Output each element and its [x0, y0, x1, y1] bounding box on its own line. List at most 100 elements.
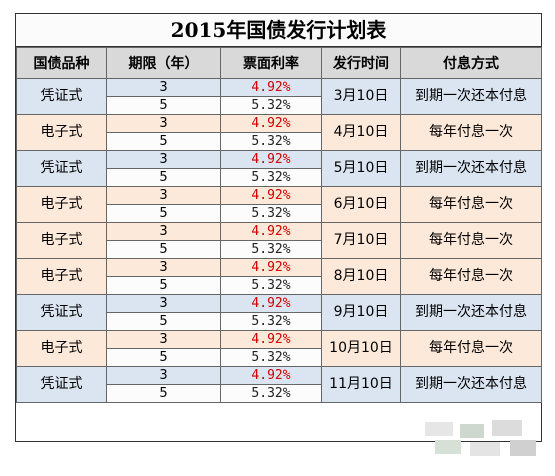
table-row: 5 5.32%: [17, 348, 542, 367]
coupon-rate-value: 4.92%: [251, 188, 291, 203]
table-row: 5 5.32%: [17, 204, 542, 223]
term-cell: 3: [106, 150, 221, 169]
issue-date-cell: 11月10日: [321, 366, 401, 403]
table-row: 5 5.32%: [17, 240, 542, 259]
header-issue-date: 发行时间: [321, 47, 401, 79]
coupon-rate-value: 4.92%: [251, 152, 291, 167]
bond-type-cell: 凭证式: [16, 366, 107, 403]
header-coupon-rate: 票面利率: [220, 47, 322, 79]
coupon-rate-value: 4.92%: [251, 296, 291, 311]
coupon-rate-cell: 4.92%: [220, 222, 322, 241]
coupon-rate-value: 4.92%: [251, 260, 291, 275]
table-row: 凭证式 3 4.92% 11月10日 到期一次还本付息: [16, 366, 542, 403]
table-row: 电子式 3 4.92% 6月10日 每年付息一次: [16, 186, 542, 223]
term-cell: 3: [106, 294, 221, 313]
interest-method-cell: 到期一次还本付息: [400, 150, 542, 187]
table-row: 凭证式 3 4.92% 5月10日 到期一次还本付息: [16, 150, 542, 187]
bond-type-cell: 凭证式: [16, 78, 107, 115]
coupon-rate-value: 5.32%: [251, 170, 291, 185]
coupon-rate-cell: 5.32%: [220, 132, 322, 151]
bond-schedule-table-frame: 2015年国债发行计划表 国债品种 期限（年） 票面利率 发行时间 付息方式 凭…: [15, 13, 542, 442]
issue-date-cell: 6月10日: [321, 186, 401, 223]
coupon-rate-value: 5.32%: [251, 242, 291, 257]
interest-method-cell: 每年付息一次: [400, 186, 542, 223]
table-row: 5 5.32%: [17, 96, 542, 115]
issue-date-cell: 8月10日: [321, 258, 401, 295]
table-row: 凭证式 3 4.92% 3月10日 到期一次还本付息: [16, 78, 542, 115]
coupon-rate-cell: 5.32%: [220, 240, 322, 259]
term-cell: 5: [106, 240, 221, 259]
term-cell: 5: [106, 312, 221, 331]
coupon-rate-value: 4.92%: [251, 332, 291, 347]
coupon-rate-cell: 4.92%: [220, 258, 322, 277]
term-cell: 5: [106, 168, 221, 187]
header-bond-type: 国债品种: [16, 47, 107, 79]
header-interest-method: 付息方式: [400, 47, 542, 79]
term-cell: 3: [106, 222, 221, 241]
table-row: 电子式 3 4.92% 10月10日 每年付息一次: [16, 330, 542, 367]
term-cell: 3: [106, 366, 221, 385]
issue-date-cell: 7月10日: [321, 222, 401, 259]
table-body: 凭证式 3 4.92% 3月10日 到期一次还本付息 5 5.32% 电子式 3 4.92% 4月1…: [16, 78, 542, 403]
term-cell: 3: [106, 186, 221, 205]
table-title: 2015年国债发行计划表: [16, 14, 541, 47]
header-row: 国债品种 期限（年） 票面利率 发行时间 付息方式: [16, 47, 542, 79]
term-cell: 3: [106, 114, 221, 133]
table-row: 电子式 3 4.92% 7月10日 每年付息一次: [16, 222, 542, 259]
coupon-rate-value: 4.92%: [251, 224, 291, 239]
coupon-rate-value: 4.92%: [251, 80, 291, 95]
term-cell: 5: [106, 384, 221, 403]
watermark-blur: [420, 420, 550, 470]
coupon-rate-value: 5.32%: [251, 278, 291, 293]
coupon-rate-value: 4.92%: [251, 116, 291, 131]
bond-type-cell: 凭证式: [16, 150, 107, 187]
bond-type-cell: 电子式: [16, 186, 107, 223]
coupon-rate-value: 5.32%: [251, 314, 291, 329]
coupon-rate-value: 4.92%: [251, 368, 291, 383]
bond-schedule-table: 国债品种 期限（年） 票面利率 发行时间 付息方式 凭证式 3 4.92% 3月10日…: [16, 47, 542, 403]
interest-method-cell: 每年付息一次: [400, 222, 542, 259]
term-cell: 5: [106, 348, 221, 367]
issue-date-cell: 10月10日: [321, 330, 401, 367]
table-row: 电子式 3 4.92% 8月10日 每年付息一次: [16, 258, 542, 295]
term-cell: 3: [106, 330, 221, 349]
interest-method-cell: 到期一次还本付息: [400, 78, 542, 115]
table-row: 5 5.32%: [17, 384, 542, 403]
coupon-rate-cell: 5.32%: [220, 96, 322, 115]
coupon-rate-cell: 4.92%: [220, 330, 322, 349]
interest-method-cell: 每年付息一次: [400, 330, 542, 367]
bond-type-cell: 电子式: [16, 114, 107, 151]
coupon-rate-cell: 4.92%: [220, 150, 322, 169]
coupon-rate-cell: 4.92%: [220, 114, 322, 133]
coupon-rate-value: 5.32%: [251, 134, 291, 149]
bond-type-cell: 电子式: [16, 222, 107, 259]
interest-method-cell: 每年付息一次: [400, 114, 542, 151]
table-row: 5 5.32%: [17, 276, 542, 295]
issue-date-cell: 3月10日: [321, 78, 401, 115]
coupon-rate-cell: 5.32%: [220, 276, 322, 295]
coupon-rate-cell: 5.32%: [220, 168, 322, 187]
coupon-rate-cell: 5.32%: [220, 348, 322, 367]
term-cell: 5: [106, 132, 221, 151]
coupon-rate-value: 5.32%: [251, 350, 291, 365]
interest-method-cell: 到期一次还本付息: [400, 366, 542, 403]
bond-type-cell: 凭证式: [16, 294, 107, 331]
interest-method-cell: 到期一次还本付息: [400, 294, 542, 331]
term-cell: 3: [106, 78, 221, 97]
table-row: 5 5.32%: [17, 312, 542, 331]
table-row: 凭证式 3 4.92% 9月10日 到期一次还本付息: [16, 294, 542, 331]
coupon-rate-cell: 4.92%: [220, 294, 322, 313]
issue-date-cell: 4月10日: [321, 114, 401, 151]
coupon-rate-value: 5.32%: [251, 206, 291, 221]
header-term: 期限（年）: [106, 47, 221, 79]
coupon-rate-cell: 4.92%: [220, 186, 322, 205]
coupon-rate-cell: 5.32%: [220, 204, 322, 223]
bond-type-cell: 电子式: [16, 330, 107, 367]
coupon-rate-value: 5.32%: [251, 386, 291, 401]
bond-type-cell: 电子式: [16, 258, 107, 295]
coupon-rate-cell: 4.92%: [220, 366, 322, 385]
issue-date-cell: 5月10日: [321, 150, 401, 187]
interest-method-cell: 每年付息一次: [400, 258, 542, 295]
coupon-rate-value: 5.32%: [251, 98, 291, 113]
coupon-rate-cell: 5.32%: [220, 312, 322, 331]
